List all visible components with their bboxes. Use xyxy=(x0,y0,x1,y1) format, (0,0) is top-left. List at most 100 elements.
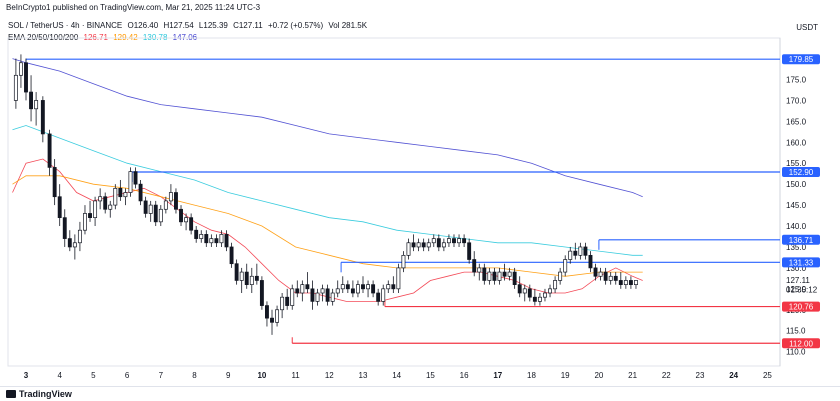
candle xyxy=(361,276,365,294)
candle-body xyxy=(224,234,229,248)
candle xyxy=(522,284,527,302)
resistance-price-tag xyxy=(782,167,820,178)
candle xyxy=(265,301,269,327)
candle-body xyxy=(103,196,108,210)
candle-body xyxy=(623,280,628,285)
candle xyxy=(467,238,472,264)
candle-body xyxy=(563,259,568,273)
candle xyxy=(219,230,224,247)
y-tick-label: 170.0 xyxy=(786,96,807,105)
footer-bar: TradingView xyxy=(0,386,840,401)
support-price-tag-label: 112.00 xyxy=(789,339,813,348)
candle-body xyxy=(350,288,355,294)
candle-body xyxy=(366,284,371,290)
candle xyxy=(573,242,578,260)
candle-body xyxy=(72,242,77,248)
x-tick-label: 5 xyxy=(91,371,96,380)
candle xyxy=(537,293,542,306)
candle xyxy=(588,251,593,273)
candle xyxy=(355,280,360,298)
candle-body xyxy=(280,296,285,311)
candle xyxy=(118,179,123,201)
candle xyxy=(18,54,23,88)
candle-body xyxy=(537,296,542,302)
candle xyxy=(88,200,92,222)
candle xyxy=(204,230,209,247)
open-label: O xyxy=(127,21,134,30)
symbol-label[interactable]: SOL / TetherUS · 4h · BINANCE xyxy=(8,21,123,30)
candle-body xyxy=(573,250,578,256)
x-tick-label: 18 xyxy=(527,371,536,380)
candle-body xyxy=(34,100,39,110)
x-tick-label: 24 xyxy=(729,371,738,380)
candle xyxy=(179,205,183,227)
candle-body xyxy=(214,238,219,244)
candle xyxy=(168,184,173,206)
candle xyxy=(345,280,350,294)
open-value: 126.40 xyxy=(133,21,159,30)
candle-body xyxy=(588,254,593,269)
candle-body xyxy=(355,284,360,294)
y-tick-label: 115.0 xyxy=(786,327,806,336)
candle-body xyxy=(244,271,249,285)
ema200-line xyxy=(12,58,643,198)
candle xyxy=(138,179,143,206)
close-label: C xyxy=(233,21,239,30)
candle-body xyxy=(543,292,547,298)
candle-body xyxy=(138,183,143,202)
candle-body xyxy=(325,288,330,302)
ema100-line xyxy=(12,125,643,256)
candle xyxy=(72,234,77,260)
resistance-price-tag-label: 136.71 xyxy=(789,236,814,245)
candle xyxy=(34,92,39,126)
candle-body xyxy=(113,187,118,206)
resistance-price-tag xyxy=(782,234,820,245)
candle-body xyxy=(431,238,436,244)
candle-body xyxy=(174,192,178,210)
y-tick-label: 125.0 xyxy=(786,285,807,294)
candle-body xyxy=(204,234,209,244)
candle-body xyxy=(229,246,234,265)
candle-body xyxy=(507,271,512,277)
candle-body xyxy=(194,229,199,239)
candle xyxy=(57,184,62,227)
candle-body xyxy=(522,288,527,294)
candle-body xyxy=(88,213,92,219)
candle xyxy=(603,267,608,285)
candle xyxy=(153,200,158,227)
candle xyxy=(229,242,234,268)
candle-body xyxy=(123,192,128,198)
candle-body xyxy=(568,250,573,260)
candle xyxy=(507,267,512,281)
candle xyxy=(623,276,628,289)
candle xyxy=(174,188,178,214)
candle-body xyxy=(52,167,57,198)
candle-body xyxy=(477,267,482,273)
candle xyxy=(396,263,401,294)
y-tick-label: 130.0 xyxy=(786,264,807,273)
candle xyxy=(598,267,603,281)
candle xyxy=(93,196,98,227)
low-value: 125.39 xyxy=(203,21,228,30)
candle xyxy=(441,238,446,252)
candle xyxy=(371,280,376,298)
candle-body xyxy=(234,263,239,281)
y-tick-label: 110.0 xyxy=(786,348,806,357)
candle xyxy=(209,234,214,247)
candle xyxy=(148,200,153,222)
candle-body xyxy=(558,271,563,281)
candle-body xyxy=(391,284,396,290)
candle-body xyxy=(472,259,477,273)
bar-countdown-label: 01:35:12 xyxy=(786,286,818,295)
candle xyxy=(189,213,194,235)
candle xyxy=(40,96,45,143)
candle-body xyxy=(77,229,82,244)
candle xyxy=(517,276,522,298)
candle xyxy=(613,272,618,285)
candle xyxy=(77,221,82,252)
candle xyxy=(249,267,254,294)
tradingview-brand[interactable]: TradingView xyxy=(6,389,72,399)
candle xyxy=(305,272,310,294)
candle-body xyxy=(254,275,259,281)
